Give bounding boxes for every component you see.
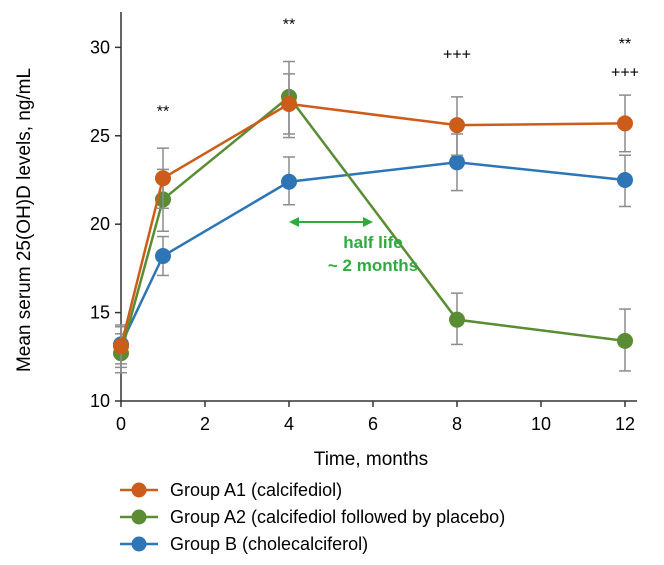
legend-entry-2: Group A2 (calcifediol followed by placeb… — [120, 507, 505, 527]
half-life-arrowhead-left — [289, 217, 299, 227]
series-line — [119, 102, 626, 347]
significance-marker: +++ — [611, 64, 639, 81]
data-point — [281, 173, 297, 190]
y-tick-label: 10 — [90, 391, 110, 411]
data-point — [617, 115, 633, 132]
legend: Group A1 (calcifediol) Group A2 (calcifed… — [120, 480, 505, 554]
x-tick-label: 2 — [200, 414, 210, 434]
annotation-layer: ** ** +++ ** +++ — [157, 17, 639, 121]
data-point — [449, 311, 465, 328]
significance-marker: ** — [157, 103, 169, 120]
y-tick-label: 25 — [90, 126, 110, 146]
x-tick-label: 6 — [368, 414, 378, 434]
x-axis-title: Time, months — [314, 449, 428, 470]
half-life-arrowhead-right — [363, 217, 373, 227]
significance-marker: ** — [283, 17, 295, 34]
x-tick-label: 0 — [116, 414, 126, 434]
legend-swatch-marker — [131, 482, 147, 498]
legend-swatch-marker — [131, 509, 147, 525]
half-life-duration-label: ~ 2 months — [328, 256, 418, 275]
y-axis-title: Mean serum 25(OH)D levels, ng/mL — [14, 68, 35, 372]
data-point — [449, 154, 465, 171]
legend-label: Group B (cholecalciferol) — [170, 534, 368, 554]
series-line — [119, 95, 626, 354]
data-point — [155, 170, 171, 187]
half-life-annotation: half life ~ 2 months — [289, 217, 418, 275]
data-point — [281, 95, 297, 112]
data-point — [449, 117, 465, 134]
tick-labels: 10 15 20 25 30 0 2 4 6 8 10 12 — [90, 37, 635, 434]
data-point — [617, 332, 633, 349]
y-tick-label: 20 — [90, 214, 110, 234]
data-point — [113, 338, 129, 355]
x-tick-label: 4 — [284, 414, 294, 434]
legend-label: Group A1 (calcifediol) — [170, 480, 342, 500]
legend-entry-3: Group B (cholecalciferol) — [120, 534, 368, 554]
x-tick-label: 12 — [615, 414, 635, 434]
series-1 — [113, 73, 633, 369]
y-tick-label: 30 — [90, 37, 110, 57]
series-line — [119, 161, 626, 345]
significance-marker: ** — [619, 36, 631, 53]
data-point — [617, 171, 633, 188]
y-tick-label: 15 — [90, 303, 110, 323]
data-point — [155, 248, 171, 265]
half-life-label: half life — [343, 233, 403, 252]
legend-swatch-marker — [131, 536, 147, 552]
series-layer — [113, 60, 633, 374]
legend-entry-1: Group A1 (calcifediol) — [120, 480, 342, 500]
axes — [115, 12, 637, 407]
x-tick-label: 10 — [531, 414, 551, 434]
legend-label: Group A2 (calcifediol followed by placeb… — [170, 507, 505, 527]
significance-marker: +++ — [443, 47, 471, 64]
series-2 — [113, 60, 633, 374]
x-tick-label: 8 — [452, 414, 462, 434]
